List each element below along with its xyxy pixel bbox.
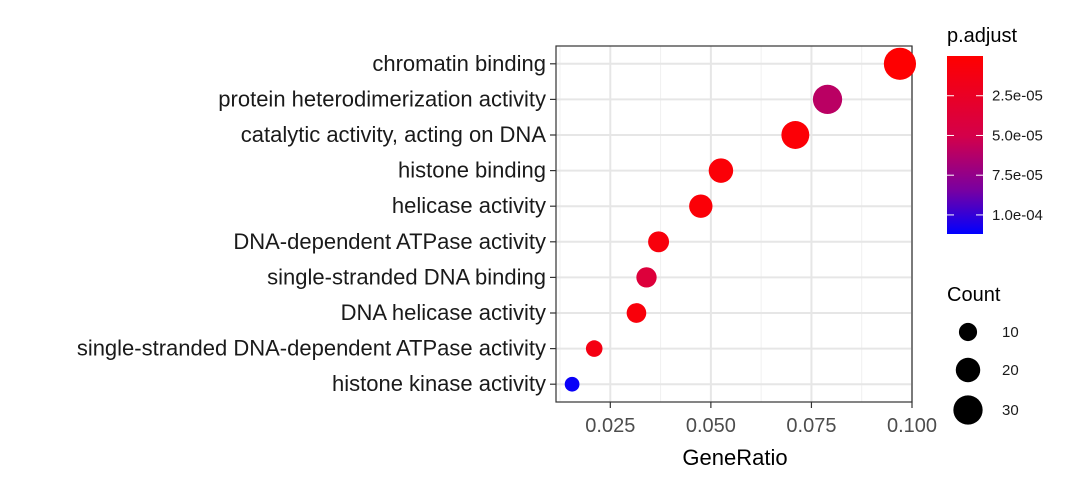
data-point	[626, 303, 647, 323]
y-tick-label: histone binding	[398, 158, 546, 183]
size-legend-key	[953, 395, 983, 425]
size-legend-title: Count	[947, 284, 1001, 306]
data-point	[648, 231, 670, 253]
y-tick-label: single-stranded DNA-dependent ATPase act…	[77, 336, 546, 361]
y-tick-label: single-stranded DNA binding	[267, 264, 546, 289]
x-tick-label: 0.075	[786, 415, 836, 437]
size-legend: Count 10 20 30	[947, 284, 1019, 425]
color-legend-title: p.adjust	[947, 25, 1017, 47]
size-legend-label: 10	[1002, 324, 1019, 341]
data-point	[781, 121, 810, 149]
color-legend-bar	[947, 56, 983, 234]
size-legend-label: 20	[1002, 362, 1019, 379]
y-tick-label: helicase activity	[392, 193, 546, 218]
data-point	[883, 47, 917, 80]
color-legend-tick-label: 2.5e-05	[992, 88, 1043, 105]
x-axis-ticks	[609, 402, 913, 408]
data-points	[564, 47, 917, 392]
x-tick-label: 0.050	[686, 415, 736, 437]
color-legend-tick-label: 7.5e-05	[992, 167, 1043, 184]
data-point	[812, 84, 843, 115]
data-point	[708, 158, 734, 183]
color-legend-ticks: 2.5e-05 5.0e-05 7.5e-05 1.0e-04	[947, 88, 1043, 224]
x-tick-label: 0.100	[887, 415, 937, 437]
y-tick-label: DNA helicase activity	[341, 300, 546, 325]
data-point	[636, 267, 657, 288]
y-axis-ticks	[550, 63, 556, 385]
plot-grid	[556, 46, 913, 402]
size-legend-key	[958, 322, 978, 342]
x-axis-labels: 0.025 0.050 0.075 0.100	[585, 415, 937, 437]
color-legend-tick-label: 5.0e-05	[992, 127, 1043, 144]
size-legend-label: 30	[1002, 402, 1019, 419]
size-legend-items: 10 20 30	[953, 322, 1019, 425]
data-point	[689, 194, 713, 218]
y-tick-label: protein heterodimerization activity	[218, 86, 546, 111]
x-axis-title: GeneRatio	[682, 445, 787, 470]
y-tick-label: DNA-dependent ATPase activity	[233, 229, 546, 254]
data-point	[564, 376, 580, 392]
color-legend-tick-label: 1.0e-04	[992, 207, 1043, 224]
y-tick-label: catalytic activity, acting on DNA	[241, 122, 547, 147]
color-legend: p.adjust 2.5e-05 5.0e-05 7.5e-05 1.0e-04	[947, 25, 1043, 234]
y-tick-label: chromatin binding	[372, 51, 546, 76]
plot-panel-border	[555, 45, 913, 403]
plot-background	[556, 46, 912, 402]
y-tick-label: histone kinase activity	[332, 371, 546, 396]
x-tick-label: 0.025	[585, 415, 635, 437]
y-axis-labels: chromatin binding protein heterodimerizat…	[77, 51, 547, 396]
data-point	[585, 340, 603, 357]
size-legend-key	[955, 357, 981, 383]
